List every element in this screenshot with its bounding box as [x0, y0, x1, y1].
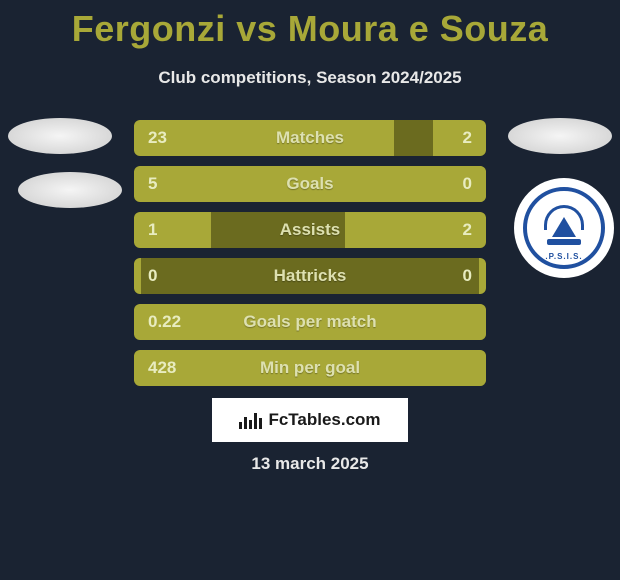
stat-label: Assists	[134, 220, 486, 240]
stat-row-goals-per-match: 0.22 Goals per match	[134, 304, 486, 340]
comparison-rows: 23 Matches 2 5 Goals 0 1 Assists 2 0 Hat…	[134, 120, 486, 396]
page-title: Fergonzi vs Moura e Souza	[0, 0, 620, 50]
value-right: 0	[463, 174, 472, 194]
subtitle: Club competitions, Season 2024/2025	[0, 68, 620, 88]
club-right-badge: .P.S.I.S.	[514, 178, 614, 278]
stat-row-assists: 1 Assists 2	[134, 212, 486, 248]
value-right: 2	[463, 128, 472, 148]
value-right: 0	[463, 266, 472, 286]
stat-label: Min per goal	[134, 358, 486, 378]
player-right-avatar	[508, 118, 612, 154]
footer-brand-text: FcTables.com	[268, 410, 380, 430]
date-text: 13 march 2025	[0, 454, 620, 474]
stat-row-hattricks: 0 Hattricks 0	[134, 258, 486, 294]
chart-icon	[239, 411, 262, 429]
stat-label: Goals	[134, 174, 486, 194]
stat-row-goals: 5 Goals 0	[134, 166, 486, 202]
stat-row-matches: 23 Matches 2	[134, 120, 486, 156]
stat-row-min-per-goal: 428 Min per goal	[134, 350, 486, 386]
stat-label: Hattricks	[134, 266, 486, 286]
player-left-avatar	[8, 118, 112, 154]
badge-text: .P.S.I.S.	[527, 252, 601, 261]
stat-label: Matches	[134, 128, 486, 148]
club-left-avatar	[18, 172, 122, 208]
footer-brand[interactable]: FcTables.com	[212, 398, 408, 442]
stat-label: Goals per match	[134, 312, 486, 332]
value-right: 2	[463, 220, 472, 240]
